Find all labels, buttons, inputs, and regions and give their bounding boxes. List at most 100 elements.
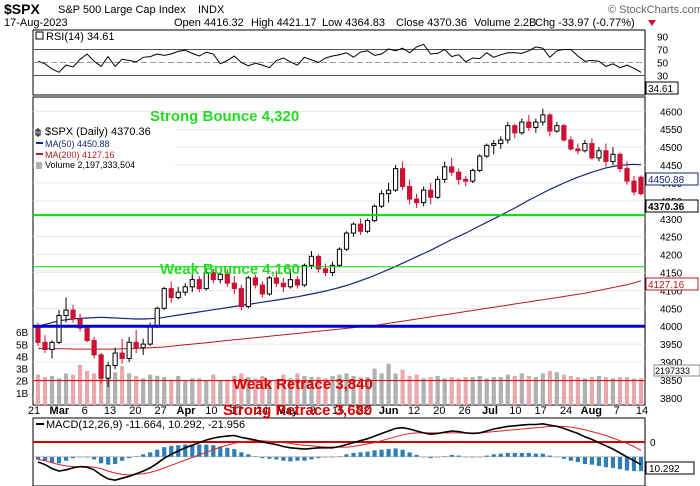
candle: [533, 121, 539, 128]
price-tick: 3900: [660, 358, 683, 369]
macd-histogram-bar: [393, 448, 398, 457]
macd-histogram-bar: [148, 452, 153, 457]
candle: [371, 205, 378, 222]
volume-bar: [63, 373, 69, 405]
candle: [491, 143, 497, 146]
volume-bar: [239, 373, 244, 405]
macd-legend: MACD(12,26,9) -11.664, 10.292, -21.956: [46, 419, 245, 431]
volume-bar: [421, 378, 426, 405]
volume-bar: [358, 377, 363, 405]
candle: [547, 114, 553, 132]
macd-histogram-bar: [351, 452, 356, 457]
date-tick: 17: [231, 405, 243, 417]
volume-bar: [120, 366, 125, 405]
close-label: 4370.36: [648, 202, 685, 213]
volume-bar: [232, 375, 237, 405]
macd-label-box: [645, 461, 695, 475]
date-tick: May: [277, 405, 299, 417]
candle: [336, 248, 343, 266]
candle: [414, 198, 420, 204]
volume-bar: [127, 373, 132, 405]
macd-histogram-bar: [162, 447, 167, 457]
candle: [189, 279, 195, 288]
macd-histogram-bar: [337, 456, 342, 457]
volume-bar: [274, 379, 279, 405]
volume-bar: [176, 375, 181, 405]
price-tick: 3850: [660, 376, 683, 387]
macd-histogram-bar: [211, 445, 216, 457]
volume-legend: Volume 2,197,333,504: [45, 160, 135, 170]
macd-histogram-bar: [63, 456, 69, 461]
volume-bar: [70, 374, 76, 405]
macd-histogram-bar: [596, 456, 602, 466]
volume-label: 2197333: [655, 366, 690, 376]
volume-bar: [302, 375, 307, 405]
macd-histogram-bar: [281, 456, 286, 461]
candle: [617, 153, 623, 170]
candle: [203, 271, 209, 290]
volume-tick: 6B: [16, 328, 29, 339]
volume-bar: [323, 378, 328, 405]
volume-bar: [211, 374, 216, 405]
macd-histogram-bar: [379, 449, 384, 457]
date-tick: 10: [205, 405, 217, 417]
watermark: © StockCharts.com: [608, 4, 700, 16]
strong-retrace-label: Strong Retrace 3,680: [223, 402, 372, 419]
macd-histogram-bar: [582, 456, 588, 464]
volume-bar: [35, 374, 41, 405]
volume-bar: [190, 378, 195, 405]
volume-bar: [337, 374, 342, 405]
macd-histogram-bar: [232, 449, 237, 457]
date-tick: 20: [129, 405, 141, 417]
macd-histogram-bar: [624, 456, 630, 471]
candle: [259, 284, 265, 295]
volume-bar: [295, 373, 300, 405]
candle-legend-icon: [35, 128, 41, 137]
rsi-tick: 30: [657, 72, 669, 83]
macd-histogram-bar: [540, 453, 545, 457]
weak-bounce-label: Weak Bounce 4,160: [160, 261, 300, 278]
volume-bar: [372, 368, 377, 405]
date-tick: Jul: [482, 405, 498, 417]
price-tick: 4300: [660, 215, 683, 226]
macd-histogram-bar: [246, 454, 251, 457]
rsi-legend: RSI(14) 34.61: [46, 31, 114, 43]
volume-bar: [575, 377, 580, 405]
macd-histogram-bar: [70, 456, 76, 459]
candle: [224, 273, 230, 284]
macd-histogram-bar: [35, 456, 41, 460]
weak-retrace-label: Weak Retrace 3,840: [233, 376, 373, 393]
candle: [392, 168, 399, 191]
price-tick: 4050: [660, 304, 683, 315]
date-axis: 21 Mar 6 13 20 27 Apr 10 17 24 May 8 15 22 Jun 12 20 26 Ju…: [28, 405, 648, 417]
candle: [210, 271, 216, 281]
candle: [119, 352, 125, 359]
macd-histogram-bar: [344, 454, 349, 457]
strong-bounce-label: Strong Bounce 4,320: [150, 108, 299, 125]
macd-line: [37, 422, 642, 482]
candle: [252, 277, 258, 286]
candle: [582, 143, 588, 152]
date-tick: 20: [433, 405, 445, 417]
candle: [182, 286, 188, 293]
candle: [133, 341, 139, 349]
volume-bar: [568, 375, 573, 405]
volume-bar: [491, 377, 496, 405]
rsi-tick: 90: [657, 33, 669, 44]
macd-histogram-bar: [56, 456, 62, 464]
candle: [456, 171, 462, 180]
macd-histogram-bar: [225, 447, 230, 457]
volume-bar: [204, 380, 209, 405]
volume-bar: [442, 378, 447, 405]
macd-histogram-bar: [568, 456, 573, 461]
volume-tick: 4B: [16, 352, 29, 363]
open-value: Open 4416.32: [174, 17, 244, 29]
volume-bar: [638, 378, 644, 405]
volume-bar: [603, 377, 609, 405]
candle: [63, 309, 69, 316]
candle: [512, 125, 518, 134]
macd-histogram-bar: [372, 450, 377, 457]
date-tick: 26: [459, 405, 471, 417]
volume-bar: [330, 375, 335, 405]
candle: [301, 264, 308, 286]
